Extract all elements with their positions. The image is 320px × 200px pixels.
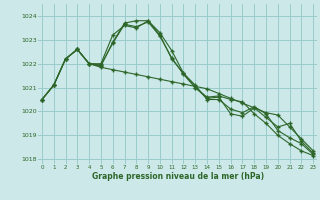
X-axis label: Graphe pression niveau de la mer (hPa): Graphe pression niveau de la mer (hPa) bbox=[92, 172, 264, 181]
